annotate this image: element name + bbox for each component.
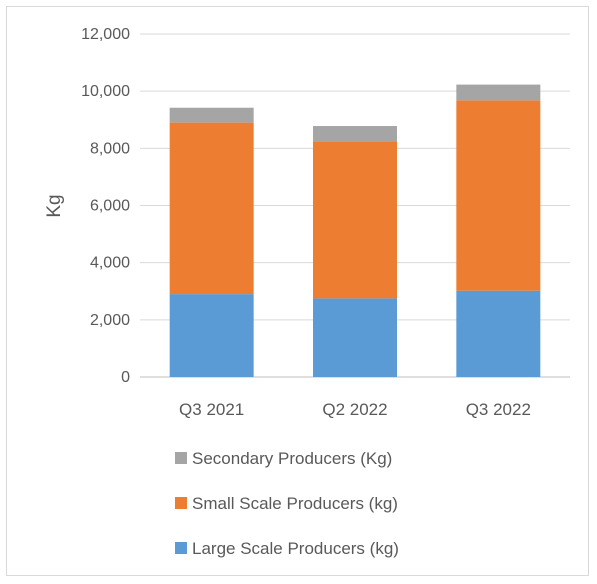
- y-tick-label: 8,000: [90, 140, 130, 157]
- bar-segment: [313, 126, 397, 142]
- bar-segment: [456, 84, 541, 101]
- legend-label: Secondary Producers (Kg): [192, 449, 392, 468]
- legend-swatch: [175, 452, 187, 464]
- y-tick-label: 4,000: [90, 255, 130, 272]
- y-tick-label: 6,000: [90, 198, 130, 215]
- x-axis-categories: Q3 2021 Q2 2022 Q3 2022: [179, 400, 531, 419]
- bar-segment: [169, 122, 254, 295]
- legend-swatch: [175, 542, 187, 554]
- bar-segment: [169, 294, 254, 377]
- y-tick-label: 10,000: [81, 83, 130, 100]
- y-axis-title: Kg: [44, 194, 65, 217]
- bar-segment: [313, 141, 397, 299]
- legend: Secondary Producers (Kg) Small Scale Prod…: [175, 449, 399, 558]
- y-tick-label: 0: [121, 369, 130, 386]
- bar-segment: [456, 290, 541, 377]
- bars: [169, 84, 541, 377]
- y-tick-label: 12,000: [81, 26, 130, 43]
- x-category-label: Q3 2021: [179, 400, 244, 419]
- legend-swatch: [175, 497, 187, 509]
- bar-segment: [456, 100, 541, 291]
- y-axis-ticks: 0 2,000 4,000 6,000 8,000 10,000 12,000: [81, 26, 130, 386]
- x-category-label: Q3 2022: [466, 400, 531, 419]
- bar-segment: [313, 298, 397, 377]
- x-category-label: Q2 2022: [322, 400, 387, 419]
- bar-segment: [169, 107, 254, 123]
- legend-label: Small Scale Producers (kg): [192, 494, 398, 513]
- y-tick-label: 2,000: [90, 312, 130, 329]
- legend-label: Large Scale Producers (kg): [192, 539, 399, 558]
